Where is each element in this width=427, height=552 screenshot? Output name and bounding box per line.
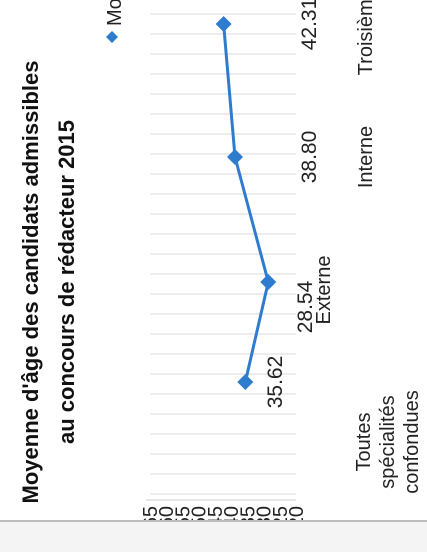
data-label: 42.31 [298, 0, 321, 50]
bottom-strip [0, 522, 427, 552]
legend-marker [106, 31, 118, 43]
chart-title-line1: Moyenne d'âge des candidats admissibles [18, 61, 43, 504]
data-labels: 35.62 28.54 38.80 42.31 [264, 0, 321, 408]
data-label: 35.62 [264, 356, 287, 409]
chart-title-line2: au concours de rédacteur 2015 [54, 120, 79, 444]
data-point [260, 274, 277, 290]
data-point [237, 374, 254, 390]
data-label: 28.54 [294, 280, 317, 333]
gridlines [146, 13, 296, 501]
data-label: 38.80 [298, 131, 321, 184]
data-point [227, 149, 244, 165]
category-label: Toutes [353, 413, 375, 472]
category-label: Externe [313, 256, 335, 325]
category-label: spécialités [377, 395, 399, 488]
category-label: Troisième v [355, 0, 377, 75]
x-axis-categories: Toutes spécialités confondues Externe Intern… [313, 0, 423, 494]
series-line [222, 23, 270, 383]
series-layer [215, 16, 277, 390]
category-label: Interne [355, 126, 377, 188]
legend: Moyenne d'âge (en année) [104, 0, 126, 43]
data-point [215, 16, 232, 32]
legend-label: Moyenne d'âge (en année) [104, 0, 126, 26]
category-label: confondues [401, 390, 423, 493]
bottom-rule [0, 520, 427, 522]
